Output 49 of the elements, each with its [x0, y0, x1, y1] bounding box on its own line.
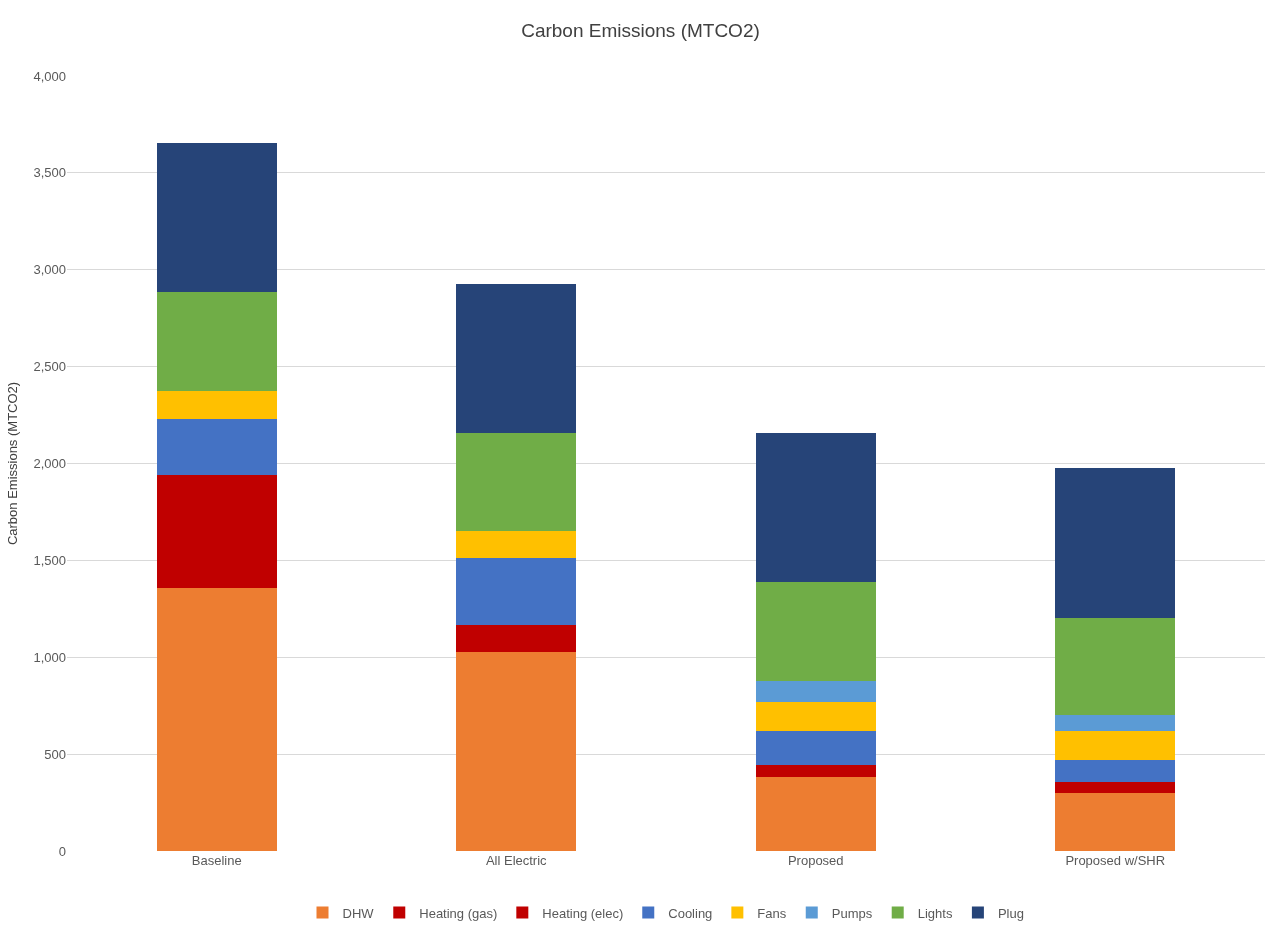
- legend-label: DHW: [342, 905, 375, 921]
- y-axis-title: Carbon Emissions (MTCO2): [5, 381, 21, 546]
- bar: [755, 581, 876, 681]
- bar: [755, 777, 876, 851]
- bar: [456, 284, 577, 433]
- bar: [456, 558, 577, 626]
- bar: [1055, 730, 1176, 760]
- bar: [755, 680, 876, 702]
- bar: [755, 433, 876, 582]
- legend-label: Fans: [757, 905, 787, 921]
- y-tick-label: 3,000: [33, 262, 66, 278]
- bar: [156, 475, 277, 588]
- bar: [1055, 715, 1176, 731]
- bar: [1055, 782, 1176, 793]
- legend-label: Plug: [997, 905, 1024, 921]
- legend-label: Cooling: [668, 905, 713, 921]
- y-tick-label: 500: [44, 746, 66, 762]
- y-tick-label: 4,000: [33, 68, 66, 84]
- bar: [456, 531, 577, 559]
- x-tick-label: All Electric: [485, 853, 548, 868]
- bar: [1055, 468, 1176, 618]
- legend-label: Heating (gas): [419, 905, 498, 921]
- bar: [1055, 792, 1176, 851]
- legend-label: Pumps: [831, 905, 873, 921]
- bar: [755, 764, 876, 778]
- bar: [1055, 617, 1176, 716]
- bar: [755, 701, 876, 731]
- x-tick-label: Baseline: [191, 853, 242, 868]
- y-tick-label: 1,000: [33, 649, 66, 665]
- legend-label: Lights: [917, 905, 953, 921]
- bar: [156, 418, 277, 476]
- y-tick-label: 0: [58, 843, 66, 859]
- bar: [156, 587, 277, 851]
- y-tick-label: 2,000: [33, 456, 66, 472]
- bar: [755, 730, 876, 765]
- bar: [456, 432, 577, 532]
- y-tick-label: 1,500: [33, 552, 66, 568]
- bar: [156, 390, 277, 419]
- y-tick-label: 3,500: [33, 165, 66, 181]
- y-tick-label: 2,500: [33, 359, 66, 375]
- x-tick-label: Proposed: [787, 853, 844, 868]
- chart-title: Carbon Emissions (MTCO2): [521, 19, 760, 41]
- bar: [1055, 759, 1176, 783]
- bar: [456, 652, 577, 851]
- legend-label: Heating (elec): [542, 905, 624, 921]
- bar: [156, 292, 277, 391]
- x-tick-label: Proposed w/SHR: [1065, 853, 1166, 868]
- bar: [156, 142, 277, 293]
- bar: [456, 625, 577, 653]
